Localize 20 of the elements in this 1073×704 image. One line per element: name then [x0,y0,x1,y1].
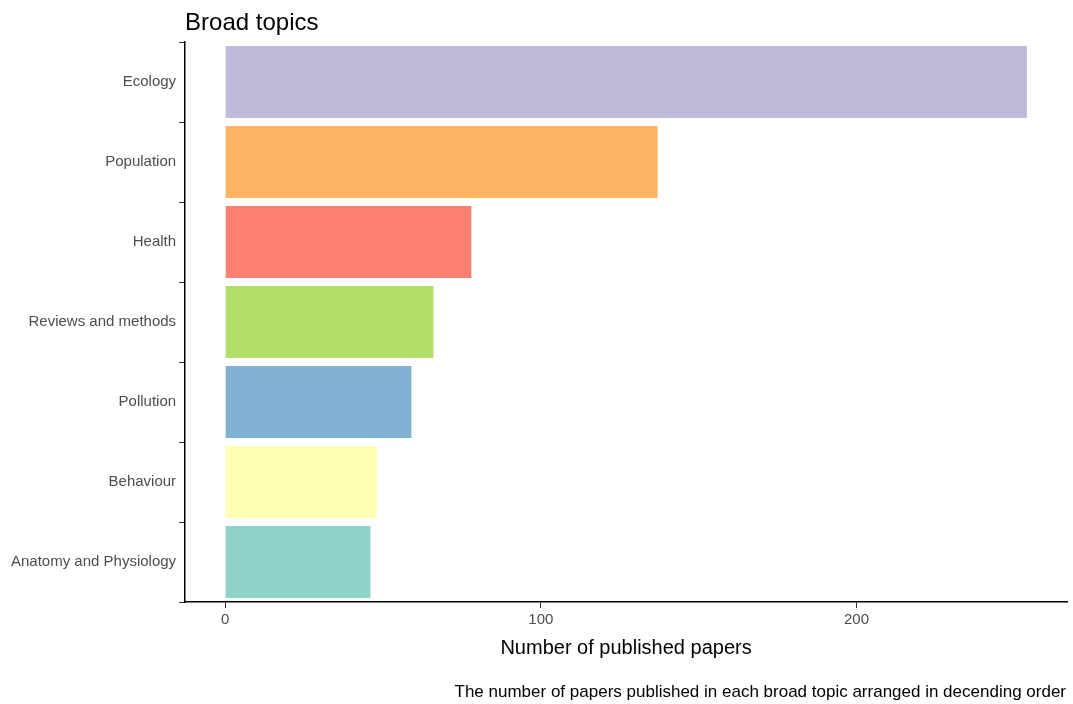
chart-title: Broad topics [185,8,319,35]
y-tick-label: Anatomy and Physiology [10,552,177,570]
y-tick-label: Reviews and methods [28,312,177,330]
bar [225,126,658,198]
y-tick-label: Ecology [122,72,177,90]
bar [225,526,371,598]
bar [225,46,1027,118]
x-tick-label: 200 [843,610,869,628]
x-axis-title: Number of published papers [500,635,752,658]
text: The number of papers published in each broad topic arranged in decending order [454,682,1067,701]
x-tick-label: 100 [528,610,554,628]
bar [225,446,377,518]
y-tick-label: Population [105,152,177,170]
y-tick-label: Health [132,232,177,250]
y-tick-label: Behaviour [108,472,177,490]
bar [225,366,412,438]
y-tick-label: Pollution [118,392,177,410]
bar [225,206,472,278]
x-tick-label: 0 [221,610,230,628]
bar [225,286,434,358]
